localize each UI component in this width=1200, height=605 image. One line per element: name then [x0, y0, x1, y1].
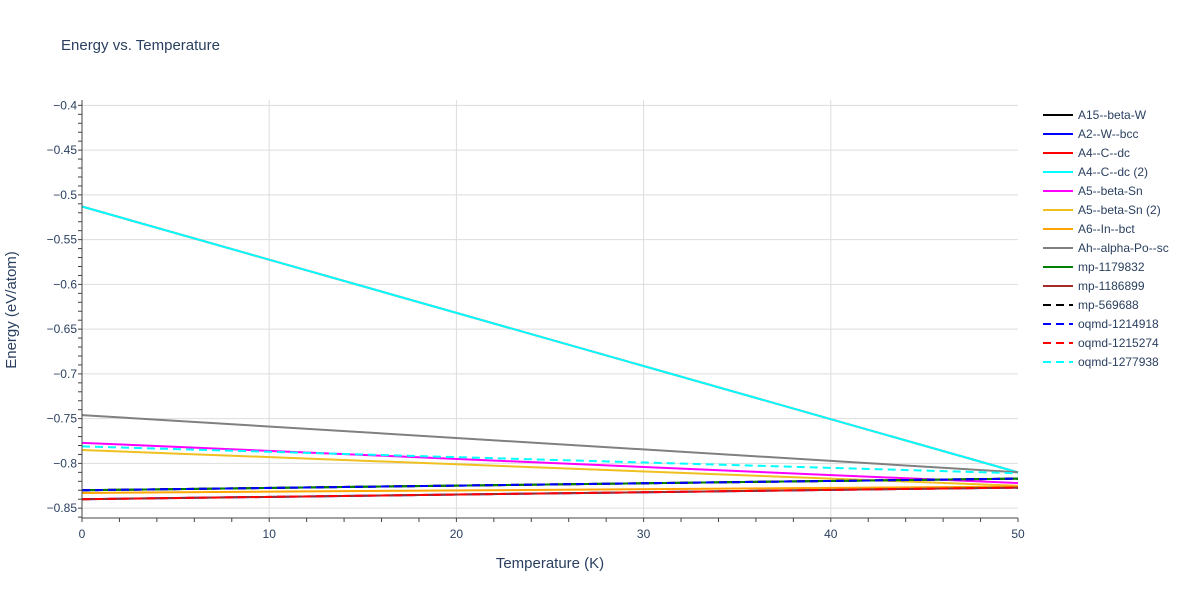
x-axis-label: Temperature (K) [496, 555, 604, 572]
legend-label: mp-1186899 [1078, 279, 1145, 293]
y-tick-label: −0.55 [47, 233, 78, 247]
legend-label: A6--In--bct [1078, 222, 1135, 236]
chart-title: Energy vs. Temperature [61, 37, 220, 54]
x-tick-label: 0 [79, 527, 86, 541]
x-tick-label: 10 [263, 527, 277, 541]
legend-label: A2--W--bcc [1078, 127, 1138, 141]
series-line [81, 445, 1019, 475]
legend-label: oqmd-1277938 [1078, 355, 1159, 369]
y-tick-label: −0.6 [53, 277, 77, 291]
x-tick-label: 50 [1011, 527, 1025, 541]
legend-label: Ah--alpha-Po--sc [1078, 241, 1169, 255]
legend-label: A5--beta-Sn (2) [1078, 203, 1161, 217]
legend-label: A15--beta-W [1078, 108, 1147, 122]
legend-label: mp-1179832 [1078, 260, 1145, 274]
series-line [81, 441, 1019, 485]
x-tick-label: 20 [450, 527, 464, 541]
series-line [81, 477, 1019, 492]
x-tick-label: 40 [824, 527, 838, 541]
y-tick-label: −0.5 [53, 188, 77, 202]
legend-label: A5--beta-Sn [1078, 184, 1143, 198]
y-tick-label: −0.65 [47, 322, 78, 336]
legend-label: A4--C--dc [1078, 146, 1130, 160]
y-tick-label: −0.85 [47, 501, 78, 515]
series-line [81, 486, 1019, 501]
series-line [81, 485, 1019, 494]
series-line [81, 414, 1019, 474]
y-tick-label: −0.7 [53, 367, 77, 381]
y-tick-label: −0.4 [53, 98, 77, 112]
series-line [81, 205, 1019, 474]
legend-label: oqmd-1214918 [1078, 317, 1159, 331]
x-tick-label: 30 [637, 527, 651, 541]
legend-label: mp-569688 [1078, 298, 1139, 312]
y-tick-label: −0.75 [47, 412, 78, 426]
legend-label: oqmd-1215274 [1078, 336, 1159, 350]
y-tick-label: −0.8 [53, 456, 77, 470]
legend-label: A4--C--dc (2) [1078, 165, 1148, 179]
y-axis-label: Energy (eV/atom) [3, 251, 20, 369]
y-tick-label: −0.45 [47, 143, 78, 157]
